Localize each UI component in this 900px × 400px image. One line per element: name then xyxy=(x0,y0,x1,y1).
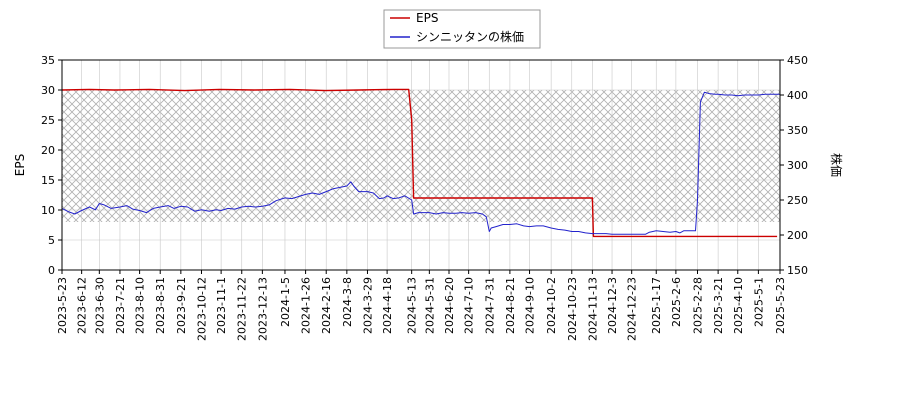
x-tick-label: 2025-2-6 xyxy=(670,277,683,327)
plot-background xyxy=(62,90,780,222)
x-tick-label: 2024-7-31 xyxy=(483,277,496,334)
x-tick-label: 2024-5-13 xyxy=(406,277,419,334)
x-tick-label: 2025-1-17 xyxy=(650,277,663,334)
x-tick-label: 2024-9-10 xyxy=(524,277,537,334)
right-tick-label: 450 xyxy=(787,54,808,67)
left-tick-label: 25 xyxy=(41,114,55,127)
x-tick-label: 2024-3-8 xyxy=(341,277,354,327)
x-tick-label: 2023-7-21 xyxy=(114,277,127,334)
right-tick-label: 150 xyxy=(787,264,808,277)
x-tick-label: 2023-12-13 xyxy=(256,277,269,341)
x-tick-label: 2023-11-22 xyxy=(236,277,249,341)
x-tick-label: 2024-2-16 xyxy=(320,277,333,334)
x-tick-label: 2023-9-21 xyxy=(175,277,188,334)
left-tick-label: 20 xyxy=(41,144,55,157)
x-tick-label: 2025-3-21 xyxy=(712,277,725,334)
x-tick-label: 2024-12-3 xyxy=(606,277,619,334)
left-axis-label: EPS xyxy=(13,154,27,176)
x-tick-label: 2023-5-23 xyxy=(56,277,69,334)
left-axis-ticks: 0 5 10 15 20 25 30 35 xyxy=(41,54,62,277)
series-lines xyxy=(61,88,780,238)
x-tick-label: 2025-5-1 xyxy=(752,277,765,327)
x-tick-label: 2025-5-23 xyxy=(774,277,787,334)
x-tick-label: 2023-10-12 xyxy=(195,277,208,341)
x-tick-label: 2024-3-29 xyxy=(361,277,374,334)
left-tick-label: 5 xyxy=(48,234,55,247)
x-tick-label: 2025-2-28 xyxy=(691,277,704,334)
left-tick-label: 0 xyxy=(48,264,55,277)
x-tick-label: 2024-12-23 xyxy=(626,277,639,341)
x-tick-label: 2023-6-30 xyxy=(93,277,106,334)
hatched-band xyxy=(62,90,780,222)
x-tick-label: 2024-4-18 xyxy=(381,277,394,334)
x-tick-label: 2024-5-31 xyxy=(423,277,436,334)
right-axis-ticks: 150 200 250 300 350 400 450 xyxy=(780,54,808,277)
right-tick-label: 300 xyxy=(787,159,808,172)
x-tick-label: 2024-1-5 xyxy=(279,277,292,327)
stock-price-line xyxy=(61,91,780,235)
legend-label-price: シンニッタンの株価 xyxy=(416,29,524,44)
x-axis-ticks: 2023-5-23 2023-6-12 2023-6-30 2023-7-21 2023… xyxy=(56,270,787,341)
x-tick-label: 2024-1-26 xyxy=(300,277,313,334)
right-tick-label: 250 xyxy=(787,194,808,207)
right-axis-label: 株価 xyxy=(829,153,844,177)
x-tick-label: 2023-8-10 xyxy=(134,277,147,334)
x-tick-label: 2024-8-21 xyxy=(504,277,517,334)
x-tick-label: 2025-4-10 xyxy=(732,277,745,334)
eps-line xyxy=(61,88,778,238)
left-tick-label: 10 xyxy=(41,204,55,217)
legend-label-eps: EPS xyxy=(416,11,438,25)
left-tick-label: 35 xyxy=(41,54,55,67)
legend-box xyxy=(383,9,541,49)
left-tick-label: 15 xyxy=(41,174,55,187)
x-tick-label: 2023-8-31 xyxy=(154,277,167,334)
x-tick-label: 2024-6-20 xyxy=(443,277,456,334)
x-tick-label: 2024-11-13 xyxy=(586,277,599,341)
legend: EPS シンニッタンの株価 xyxy=(383,9,541,49)
x-tick-label: 2024-7-10 xyxy=(463,277,476,334)
grid-lines xyxy=(61,59,781,271)
x-tick-label: 2024-10-23 xyxy=(566,277,579,341)
right-tick-label: 400 xyxy=(787,89,808,102)
x-tick-label: 2023-6-12 xyxy=(76,277,89,334)
left-tick-label: 30 xyxy=(41,84,55,97)
x-tick-label: 2023-11-1 xyxy=(215,277,228,334)
x-tick-label: 2024-10-2 xyxy=(545,277,558,334)
right-tick-label: 350 xyxy=(787,124,808,137)
right-tick-label: 200 xyxy=(787,229,808,242)
